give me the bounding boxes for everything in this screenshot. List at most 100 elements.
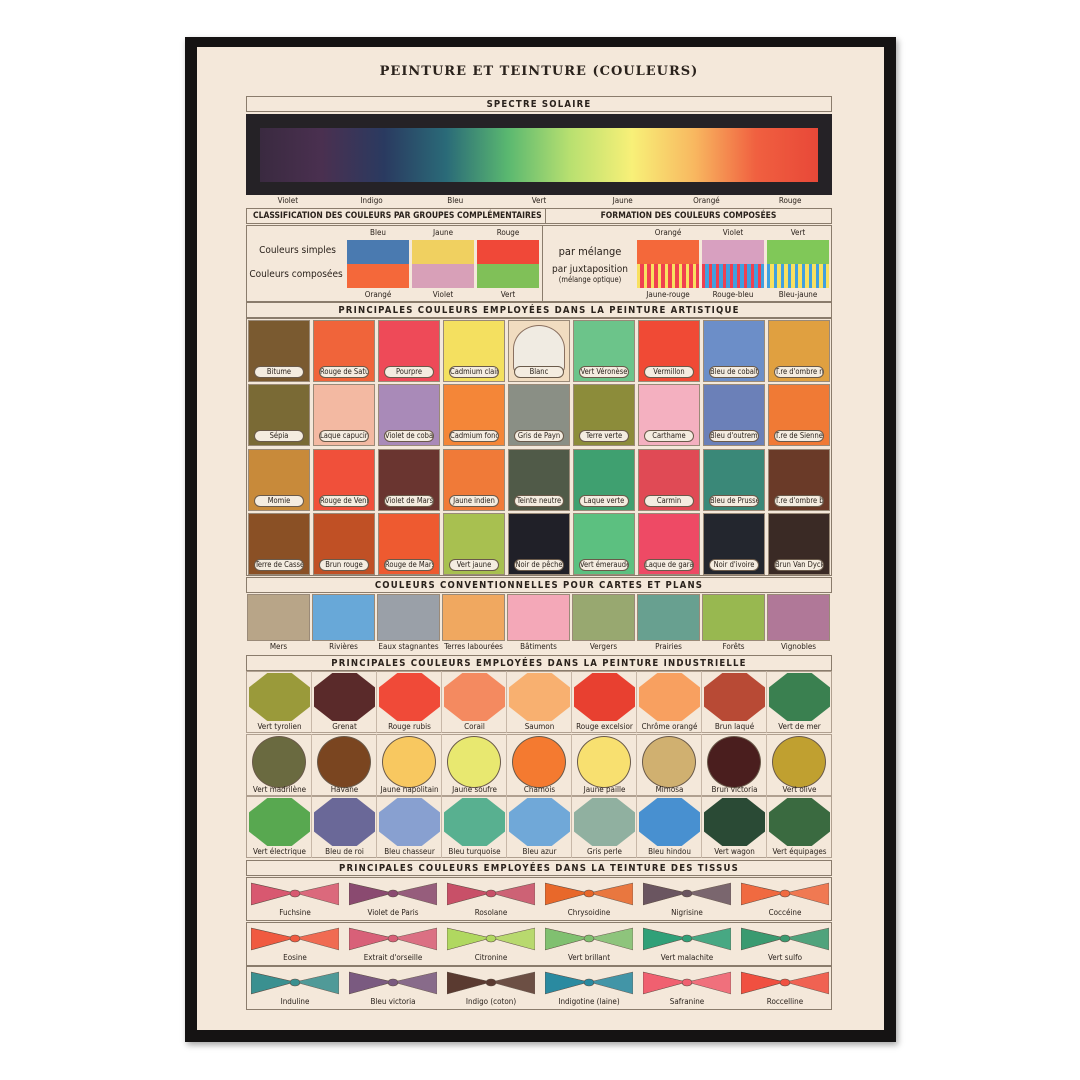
skein-bow xyxy=(643,927,731,950)
map-color-swatch xyxy=(507,594,570,641)
octagon-swatch xyxy=(509,673,570,721)
divider xyxy=(701,796,702,858)
paint-swatch: Blanc xyxy=(508,320,570,382)
paint-swatch: Bleu de Prusse xyxy=(703,448,765,511)
spectrum-label: Bleu xyxy=(447,196,464,205)
industrial-color-name: Rouge rubis xyxy=(388,722,431,731)
octagon-swatch xyxy=(444,798,505,846)
skein-bow xyxy=(741,927,829,950)
paint-name-label: Terre de Cassel xyxy=(254,558,304,571)
paint-swatch: Noir de pêche xyxy=(508,512,570,575)
paint-swatch: Teinte neutre xyxy=(508,448,570,511)
textile-row xyxy=(246,921,832,966)
textiles-header: PRINCIPALES COULEURS EMPLOYÉES DANS LA T… xyxy=(246,860,832,876)
paint-name-label: Bitume xyxy=(254,366,304,378)
octagon-swatch xyxy=(249,673,310,721)
paint-swatch: Carthame xyxy=(638,384,700,447)
industrial-color-name: Saumon xyxy=(524,722,555,731)
skein-bow xyxy=(251,972,339,995)
textile-color-name: Rosolane xyxy=(474,908,508,917)
simple-color-name: Jaune xyxy=(432,228,454,237)
textile-color-name: Nigrisine xyxy=(671,908,703,917)
spectrum-label: Orangé xyxy=(693,196,720,205)
divider xyxy=(571,796,572,858)
paint-name-label: Teinte neutre xyxy=(514,494,564,507)
octagon-swatch xyxy=(249,798,310,846)
octagon-swatch xyxy=(769,673,830,721)
industrial-color-name: Bleu azur xyxy=(522,847,557,856)
spectrum-label: Violet xyxy=(277,196,299,205)
paint-swatch: Vermillon xyxy=(638,320,700,382)
textile-color-name: Eosine xyxy=(283,952,307,962)
paint-swatch: Noir d'ivoire xyxy=(703,512,765,575)
juxtaposition-name: Jaune-rouge xyxy=(646,290,690,299)
paint-swatch: T.re de Sienne brûlée xyxy=(768,384,830,447)
textile-color-name: Indigotine (laine) xyxy=(558,997,620,1007)
paint-swatch: Laque de garance xyxy=(638,512,700,575)
octagon-swatch xyxy=(444,673,505,721)
paint-swatch: Gris de Payn xyxy=(508,384,570,447)
spectrum-gradient xyxy=(260,128,818,182)
paint-name-label: Sépia xyxy=(254,430,304,443)
simple-color-swatch xyxy=(477,240,539,264)
industrial-header: PRINCIPALES COULEURS EMPLOYÉES DANS LA P… xyxy=(246,655,832,671)
divider xyxy=(571,671,572,733)
paint-name-label: Carthame xyxy=(644,430,694,443)
juxtaposition-name: Rouge-bleu xyxy=(712,290,754,299)
paint-swatch: Violet de Mars xyxy=(378,448,440,511)
divider xyxy=(506,671,507,733)
circle-swatch xyxy=(252,735,306,788)
skein-bow xyxy=(349,927,437,950)
octagon-swatch xyxy=(574,673,635,721)
paint-name-label: Vermillon xyxy=(644,366,694,378)
map-color-swatch xyxy=(247,594,310,641)
map-color-name: Terres labourées xyxy=(444,642,503,651)
industrial-color-name: Vert olive xyxy=(782,784,817,794)
paint-swatch: Rouge de Venise xyxy=(313,448,375,511)
skein-bow xyxy=(741,972,829,995)
juxtaposition-swatch xyxy=(767,264,829,288)
industrial-color-name: Jaune soufre xyxy=(452,784,497,794)
octagon-swatch xyxy=(314,798,375,846)
skein-bow xyxy=(447,882,535,906)
divider xyxy=(636,796,637,858)
industrial-color-name: Jaune napolitain xyxy=(380,784,439,794)
divider xyxy=(766,671,767,733)
paint-name-label: Carmin xyxy=(644,494,694,507)
industrial-color-name: Vert wagon xyxy=(714,847,755,856)
paint-name-label: Bleu de Prusse xyxy=(709,494,759,507)
row-label-simple: Couleurs simples xyxy=(259,245,336,256)
circle-swatch xyxy=(642,735,696,788)
divider xyxy=(311,671,312,733)
textile-color-name: Roccelline xyxy=(766,997,804,1007)
paint-name-label: Vert jaune xyxy=(449,558,499,571)
paint-name-label: Vert Véronèse xyxy=(579,366,629,378)
industrial-color-name: Vert tyrolien xyxy=(257,722,302,731)
circle-swatch xyxy=(317,735,371,788)
circle-swatch xyxy=(382,735,436,788)
industrial-color-name: Vert équipages xyxy=(772,847,827,856)
skein-bow xyxy=(741,882,829,906)
textile-color-name: Vert sulfo xyxy=(767,952,803,962)
circle-swatch xyxy=(447,735,501,788)
map-color-name: Prairies xyxy=(655,642,682,651)
skein-bow xyxy=(349,882,437,906)
paint-name-label: Bleu d'outremer xyxy=(709,430,759,443)
industrial-color-name: Corail xyxy=(464,722,485,731)
paint-swatch: Violet de cobalt xyxy=(378,384,440,447)
paint-swatch: Terre verte xyxy=(573,384,635,447)
paint-name-label: Rouge de Saturne xyxy=(319,366,369,378)
divider xyxy=(542,225,543,302)
skein-bow xyxy=(447,927,535,950)
paint-swatch: T.re d'ombre brûlée xyxy=(768,448,830,511)
paint-name-label: Blanc xyxy=(514,366,564,378)
industrial-color-name: Chamois xyxy=(523,784,556,794)
textile-row xyxy=(246,966,832,1011)
paint-swatch: Pourpre xyxy=(378,320,440,382)
industrial-color-name: Havane xyxy=(330,784,359,794)
industrial-color-name: Vert de mer xyxy=(778,722,821,731)
circle-swatch xyxy=(707,735,761,788)
paint-name-label: Terre verte xyxy=(579,430,629,443)
paint-swatch: Bleu de cobalt xyxy=(703,320,765,382)
textile-color-name: Citronine xyxy=(474,952,508,962)
